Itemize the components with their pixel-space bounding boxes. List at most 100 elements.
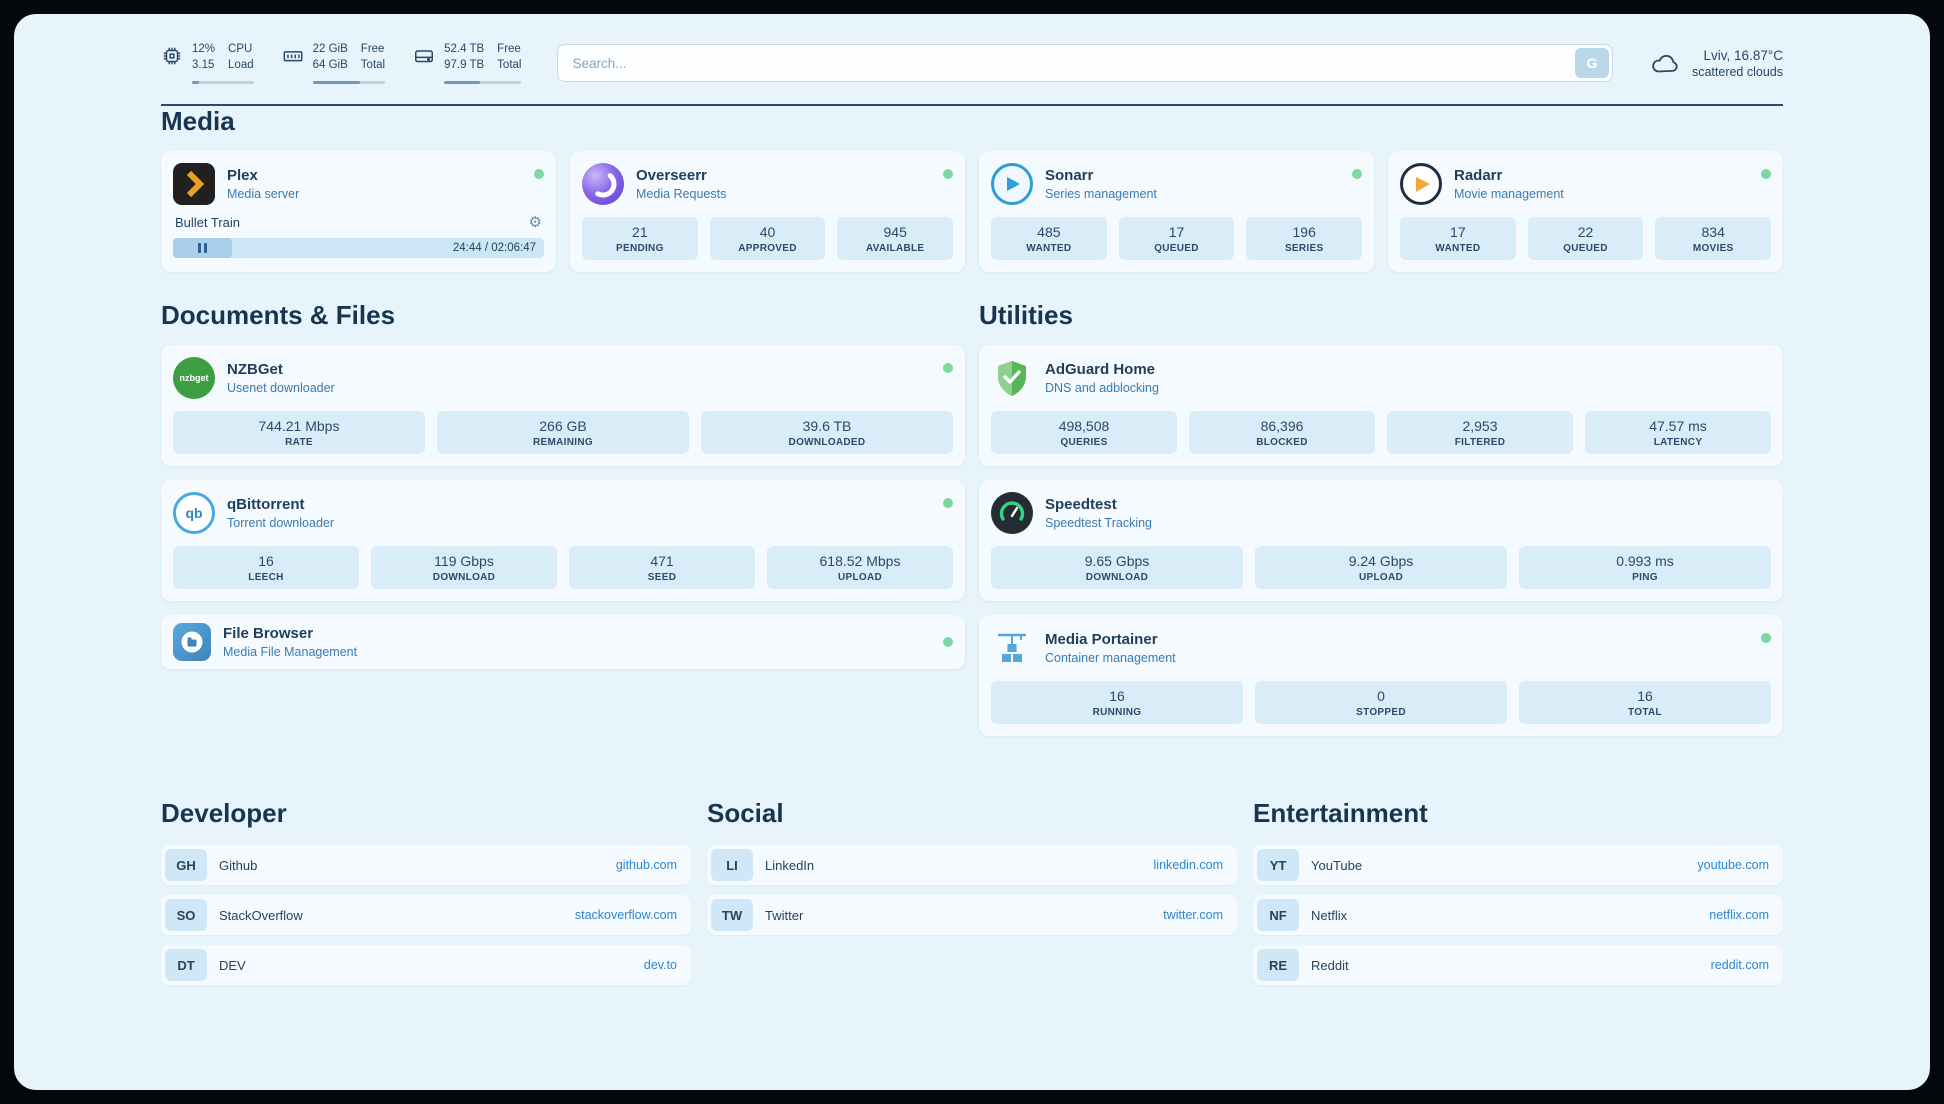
bookmark-group-title: Entertainment: [1253, 798, 1428, 829]
cpu-chip-icon: [163, 47, 181, 65]
service-name[interactable]: qBittorrent: [227, 496, 305, 514]
stat-approved: 40 APPROVED: [709, 217, 826, 261]
bookmark-url[interactable]: netflix.com: [1709, 908, 1769, 923]
section-title-media: Media: [161, 106, 235, 137]
memory-progress-bar: [312, 81, 386, 85]
stat-queued: 22 QUEUED: [1527, 217, 1644, 261]
disk-free: 52.4 TB: [444, 43, 485, 55]
service-card-radarr[interactable]: Radarr Movie management 17 WANTED 22 QUEUE…: [1388, 151, 1783, 273]
status-dot: [943, 498, 953, 509]
status-dot: [943, 637, 953, 648]
pause-button[interactable]: [173, 238, 233, 259]
bookmark-name: LinkedIn: [765, 857, 815, 873]
service-card-filebrowser[interactable]: File Browser Media File Management: [161, 615, 965, 670]
service-name[interactable]: AdGuard Home: [1045, 361, 1156, 379]
service-description: Container management: [1045, 651, 1176, 666]
search-bar: G: [557, 44, 1613, 83]
adguard-icon: [991, 357, 1033, 399]
service-card-qbittorrent[interactable]: qb qBittorrent Torrent downloader 16 LEEC…: [161, 480, 965, 602]
stat-leech: 16 LEECH: [173, 546, 359, 590]
speedtest-icon: [991, 492, 1033, 535]
service-card-portainer[interactable]: Media Portainer Container management 16 R…: [979, 615, 1783, 737]
bookmark-twitter[interactable]: TW Twitter twitter.com: [707, 895, 1237, 936]
cloud-icon: [1652, 54, 1678, 73]
bookmark-github[interactable]: GH Github github.com: [161, 845, 691, 886]
service-card-adguard[interactable]: AdGuard Home DNS and adblocking 498,508 Q…: [979, 345, 1783, 467]
filebrowser-icon: [173, 623, 211, 662]
nzbget-icon: nzbget: [173, 357, 215, 400]
bookmark-group-social: Social LI LinkedIn linkedin.com TW Twitt…: [707, 798, 1237, 995]
service-name[interactable]: NZBGet: [227, 361, 283, 379]
search-input[interactable]: [557, 44, 1613, 83]
bookmark-youtube[interactable]: YT YouTube youtube.com: [1253, 845, 1783, 886]
stat-latency: 47.57 ms LATENCY: [1585, 411, 1771, 455]
bookmark-netflix[interactable]: NF Netflix netflix.com: [1253, 895, 1783, 936]
bookmark-linkedin[interactable]: LI LinkedIn linkedin.com: [707, 845, 1237, 886]
playback-progress-bar[interactable]: 24:44 / 02:06:47: [173, 238, 544, 259]
stat-upload: 618.52 Mbps UPLOAD: [767, 546, 953, 590]
service-name[interactable]: Overseerr: [636, 167, 707, 185]
bookmark-url[interactable]: linkedin.com: [1153, 858, 1223, 873]
bookmark-name: Netflix: [1311, 907, 1348, 923]
gear-icon[interactable]: ⚙: [528, 214, 542, 232]
stat-queries: 498,508 QUERIES: [991, 411, 1177, 455]
status-dot: [1761, 633, 1771, 644]
memory-icon: [283, 51, 303, 62]
service-description: Media File Management: [223, 645, 358, 660]
memory-total: 64 GiB: [312, 58, 348, 71]
stat-queued: 17 QUEUED: [1118, 217, 1235, 261]
cpu-usage: 12%: [192, 43, 216, 55]
service-card-sonarr[interactable]: Sonarr Series management 485 WANTED 17 QUE…: [979, 151, 1374, 273]
bookmark-group-title: Social: [707, 798, 784, 829]
playback-time: 24:44 / 02:06:47: [452, 242, 536, 255]
bookmark-name: StackOverflow: [219, 907, 303, 923]
status-dot: [943, 169, 953, 180]
bookmark-abbr: LI: [711, 849, 753, 882]
stat-total: 16 TOTAL: [1519, 681, 1771, 725]
stat-available: 945 AVAILABLE: [837, 217, 954, 261]
bookmark-url[interactable]: dev.to: [643, 958, 677, 973]
memory-total-label: Total: [360, 58, 386, 71]
bookmark-url[interactable]: twitter.com: [1163, 908, 1223, 923]
disk-free-label: Free: [497, 43, 521, 55]
service-name[interactable]: Media Portainer: [1045, 631, 1158, 649]
weather-location: Lviv, 16.87°C: [1703, 47, 1783, 63]
bookmark-url[interactable]: github.com: [615, 858, 677, 873]
bookmark-stackoverflow[interactable]: SO StackOverflow stackoverflow.com: [161, 895, 691, 936]
service-card-plex[interactable]: Plex Media server Bullet Train ⚙ 24:44 /…: [161, 151, 556, 273]
header-divider: [161, 104, 1783, 107]
cpu-load: 3.15: [192, 58, 215, 71]
service-description: Media Requests: [636, 187, 727, 202]
stat-movies: 834 MOVIES: [1655, 217, 1772, 261]
service-name[interactable]: File Browser: [223, 625, 314, 643]
service-card-overseerr[interactable]: Overseerr Media Requests 21 PENDING 40 APP…: [570, 151, 965, 273]
service-name[interactable]: Sonarr: [1045, 167, 1094, 185]
cpu-widget: 12% 3.15 CPU Load: [161, 42, 254, 85]
stat-wanted: 485 WANTED: [991, 217, 1107, 261]
bookmark-url[interactable]: reddit.com: [1710, 958, 1769, 973]
stat-rate: 744.21 Mbps RATE: [173, 411, 425, 455]
bookmark-dev[interactable]: DT DEV dev.to: [161, 945, 691, 986]
search-provider-button[interactable]: G: [1574, 48, 1609, 79]
service-name[interactable]: Speedtest: [1045, 496, 1117, 514]
utilities-column: Utilities AdGuard Home DNS and adblockin…: [979, 300, 1783, 737]
service-card-speedtest[interactable]: Speedtest Speedtest Tracking 9.65 Gbps DO…: [979, 480, 1783, 602]
now-playing-title: Bullet Train: [175, 214, 241, 230]
service-description: Media server: [227, 187, 300, 202]
service-card-nzbget[interactable]: nzbget NZBGet Usenet downloader 744.21 M…: [161, 345, 965, 467]
stat-seed: 471 SEED: [569, 546, 755, 590]
cpu-label: CPU: [228, 43, 253, 55]
bookmark-group-title: Developer: [161, 798, 287, 829]
service-description: Speedtest Tracking: [1045, 516, 1153, 531]
bookmark-abbr: SO: [165, 899, 207, 932]
weather-condition: scattered clouds: [1691, 64, 1783, 79]
bookmark-url[interactable]: stackoverflow.com: [574, 908, 677, 923]
bookmark-reddit[interactable]: RE Reddit reddit.com: [1253, 945, 1783, 986]
memory-free-label: Free: [360, 43, 385, 55]
two-column-area: Documents & Files nzbget NZBGet Usenet d…: [161, 300, 1783, 737]
service-name[interactable]: Radarr: [1454, 167, 1503, 185]
bookmark-url[interactable]: youtube.com: [1697, 858, 1769, 873]
service-name[interactable]: Plex: [227, 167, 258, 185]
bookmark-name: YouTube: [1311, 857, 1363, 873]
bookmark-group-entertainment: Entertainment YT YouTube youtube.com NF …: [1253, 798, 1783, 995]
